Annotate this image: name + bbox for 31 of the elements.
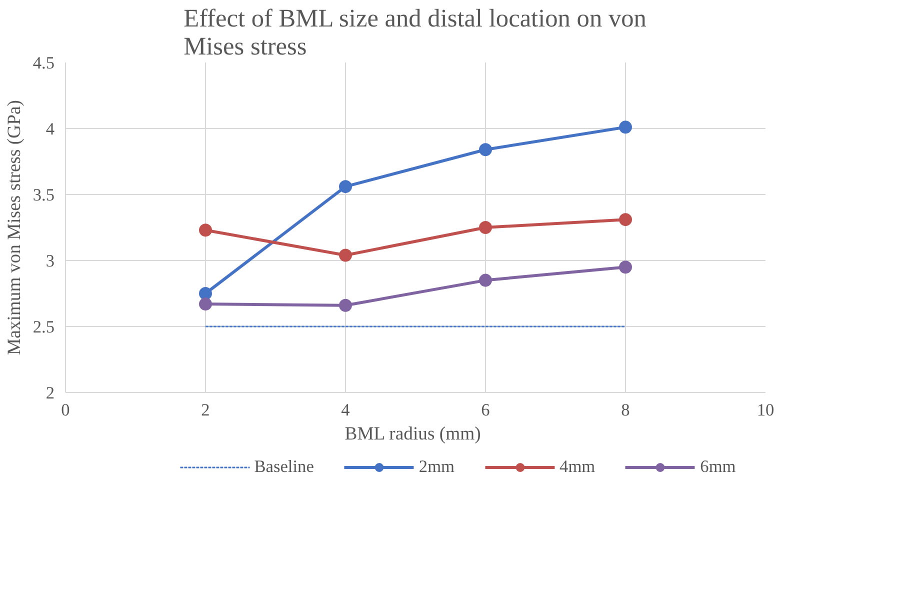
point [479,274,492,287]
y-tick-label: 2.5 [32,318,55,336]
y-tick-label: 3 [46,252,55,270]
legend-label: 4mm [560,457,596,477]
chart-title: Effect of BML size and distal location on von Mises stress [184,4,647,60]
point [479,221,492,234]
legend-label: 2mm [418,457,455,477]
point [339,248,352,262]
point [339,180,352,194]
y-tick-label: 2 [46,384,55,402]
x-tick-label: 0 [61,400,70,420]
point [199,224,212,237]
y-axis-title: Maximum von Mises stress (GPa) [4,100,25,355]
point [619,213,632,226]
y-tick-label: 4 [46,120,55,138]
y-tick-label: 3.5 [32,186,55,204]
legend-label: 6mm [700,457,736,477]
point [339,298,352,312]
x-tick-label: 2 [201,400,210,420]
y-tick-label: 4.5 [32,54,55,72]
x-tick-label: 8 [621,400,630,420]
point [479,143,492,156]
x-tick-label: 10 [756,400,774,420]
legend-label: Baseline [254,457,314,477]
x-tick-label: 6 [481,400,490,420]
point [619,260,632,274]
x-tick-label: 4 [341,400,350,420]
point [619,120,632,134]
x-axis-title: BML radius (mm) [344,424,481,444]
point [199,298,212,311]
point [199,287,212,300]
